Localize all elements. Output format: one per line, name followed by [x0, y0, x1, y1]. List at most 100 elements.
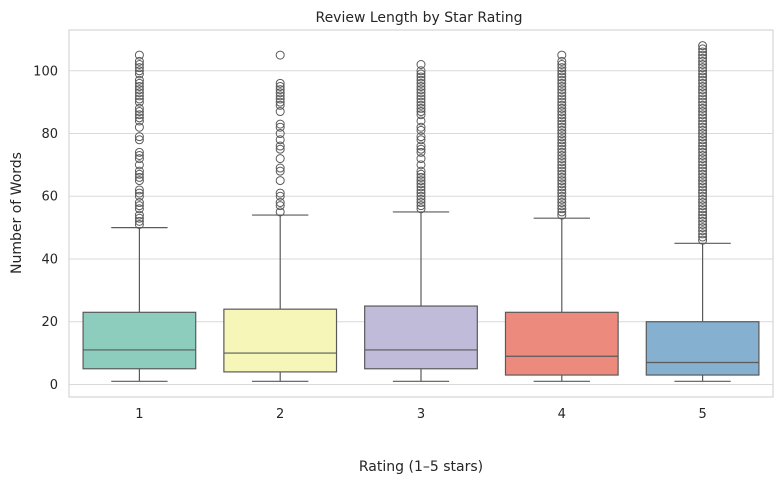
outlier-point: [698, 141, 708, 151]
box-rating-5: [645, 41, 760, 382]
outlier-point: [698, 157, 708, 167]
outlier-point: [557, 85, 567, 95]
outlier-point: [416, 188, 426, 198]
outlier-point: [698, 201, 708, 211]
outlier-point: [557, 176, 567, 186]
outlier-point: [275, 141, 285, 151]
outlier-point: [416, 147, 426, 157]
outlier-point: [698, 132, 708, 142]
outlier-point: [134, 176, 144, 186]
outlier-point: [557, 204, 567, 214]
outlier-point: [557, 172, 567, 182]
outlier-point: [698, 44, 708, 54]
outlier-point: [698, 41, 708, 51]
outlier-point: [698, 144, 708, 154]
outlier-point: [557, 198, 567, 208]
outlier-point: [557, 113, 567, 123]
outlier-point: [134, 169, 144, 179]
outlier-point: [416, 185, 426, 195]
outlier-point: [134, 50, 144, 60]
outlier-point: [698, 88, 708, 98]
outlier-point: [275, 97, 285, 107]
boxes: [82, 41, 760, 382]
outlier-point: [416, 204, 426, 214]
outlier-point: [557, 210, 567, 220]
outlier-point: [557, 185, 567, 195]
iqr-box: [364, 305, 478, 370]
outlier-point: [698, 129, 708, 139]
iqr-box: [82, 311, 197, 370]
outlier-point: [416, 176, 426, 186]
outlier-point: [557, 144, 567, 154]
outlier-point: [698, 69, 708, 79]
outlier-point: [698, 223, 708, 233]
outlier-point: [275, 129, 285, 139]
outlier-point: [557, 160, 567, 170]
outlier-point: [557, 116, 567, 126]
outlier-point: [698, 103, 708, 113]
outlier-point: [557, 60, 567, 70]
outlier-point: [557, 182, 567, 192]
outlier-point: [134, 147, 144, 157]
box-rating-4: [504, 50, 619, 382]
outlier-point: [416, 110, 426, 120]
outlier-point: [698, 113, 708, 123]
outlier-point: [416, 69, 426, 79]
outlier-point: [134, 116, 144, 126]
outlier-point: [275, 91, 285, 101]
outlier-point: [557, 107, 567, 117]
outlier-point: [698, 191, 708, 201]
outlier-point: [416, 100, 426, 110]
outlier-point: [698, 125, 708, 135]
outlier-point: [275, 191, 285, 201]
outlier-point: [275, 88, 285, 98]
outlier-point: [416, 97, 426, 107]
outlier-point: [698, 154, 708, 164]
outlier-point: [134, 94, 144, 104]
outlier-point: [275, 107, 285, 117]
box-rating-3: [364, 60, 478, 382]
outlier-point: [557, 194, 567, 204]
outlier-point: [698, 75, 708, 85]
outlier-point: [557, 166, 567, 176]
outlier-point: [557, 154, 567, 164]
outlier-point: [134, 60, 144, 70]
outlier-point: [275, 201, 285, 211]
outlier-point: [134, 160, 144, 170]
outlier-point: [698, 91, 708, 101]
outlier-point: [698, 179, 708, 189]
outlier-point: [698, 56, 708, 66]
outlier-point: [557, 78, 567, 88]
y-tick-label: 20: [41, 315, 58, 330]
outlier-point: [416, 160, 426, 170]
outlier-point: [557, 179, 567, 189]
y-axis-ticks: 0 20 40 60 80 100: [33, 64, 58, 393]
outlier-point: [275, 135, 285, 145]
outlier-point: [698, 50, 708, 60]
outlier-point: [416, 201, 426, 211]
outlier-point: [557, 201, 567, 211]
outlier-point: [275, 207, 285, 217]
outlier-point: [275, 188, 285, 198]
outlier-point: [275, 198, 285, 208]
outlier-point: [698, 188, 708, 198]
outlier-point: [557, 88, 567, 98]
chart-title: Review Length by Star Rating: [315, 10, 522, 26]
outlier-point: [557, 94, 567, 104]
outlier-point: [134, 188, 144, 198]
outlier-point: [134, 122, 144, 132]
outlier-point: [275, 78, 285, 88]
outlier-point: [557, 207, 567, 217]
box-rating-2: [223, 50, 338, 382]
outlier-point: [557, 138, 567, 148]
outlier-point: [557, 110, 567, 120]
outlier-point: [557, 122, 567, 132]
outlier-point: [134, 201, 144, 211]
outlier-point: [416, 107, 426, 117]
outlier-point: [698, 147, 708, 157]
outlier-point: [698, 213, 708, 223]
outlier-point: [698, 219, 708, 229]
outlier-point: [416, 85, 426, 95]
outlier-point: [557, 50, 567, 60]
outlier-point: [416, 91, 426, 101]
